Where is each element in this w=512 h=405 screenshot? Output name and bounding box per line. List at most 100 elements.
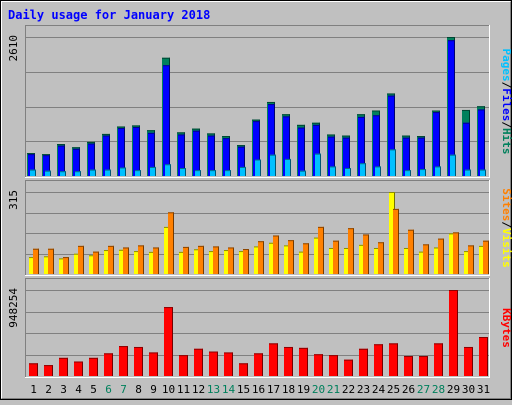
bar-kbytes-day-20 <box>314 354 323 376</box>
bar-shadow-edge <box>248 249 249 274</box>
bar-fill <box>135 170 141 176</box>
bar-kbytes-day-25 <box>389 343 398 376</box>
bar-top-edge <box>329 247 335 249</box>
bar-shadow-edge <box>484 109 485 176</box>
bar-top-edge <box>252 119 260 121</box>
bar-top-edge <box>29 257 35 259</box>
bar-top-edge <box>228 247 234 249</box>
bar-top-edge <box>357 114 365 116</box>
legend-part-kbytes: KBytes <box>500 308 512 348</box>
x-tick-label-day-18: 18 <box>282 383 295 396</box>
bar-shadow-edge <box>125 167 126 176</box>
bar-top-edge <box>133 127 140 129</box>
bar-shadow-edge <box>439 112 440 176</box>
bar-top-edge <box>390 149 396 151</box>
bar-top-edge <box>138 245 144 247</box>
bar-shadow-edge <box>274 104 275 176</box>
bar-shadow-edge <box>50 170 51 176</box>
bar-fill <box>378 242 384 274</box>
bar-pages-day-23 <box>360 163 366 176</box>
bar-sites-day-15 <box>243 249 249 274</box>
bar-kbytes-day-29 <box>449 290 458 376</box>
bar-fill <box>90 169 96 176</box>
bar-fill <box>208 135 215 176</box>
bar-pages-day-29 <box>450 154 456 176</box>
bar-top-edge <box>105 169 111 171</box>
bar-shadow-edge <box>80 171 81 176</box>
panel-legend-label: KBytes <box>500 308 512 348</box>
bar-top-edge <box>45 170 51 172</box>
bar-top-edge <box>270 154 276 156</box>
bar-top-edge <box>348 228 354 230</box>
bar-shadow-edge <box>64 145 65 176</box>
bar-kbytes-day-15 <box>239 363 248 376</box>
bar-fill <box>434 343 443 376</box>
bar-kbytes-day-7 <box>119 346 128 376</box>
bar-fill <box>333 240 339 274</box>
bar-fill <box>198 245 204 274</box>
bar-top-edge <box>193 130 200 132</box>
bar-top-edge <box>419 356 428 358</box>
bar-fill <box>465 169 471 176</box>
x-tick-label-day-10: 10 <box>162 383 175 396</box>
bar-files-day-24 <box>373 115 380 176</box>
bar-shadow-edge <box>424 137 425 176</box>
bar-fill <box>269 242 275 274</box>
bar-fill <box>375 166 381 176</box>
bar-files-day-9 <box>148 132 155 176</box>
bar-shadow-edge <box>350 168 351 176</box>
bar-top-edge <box>403 137 410 139</box>
bar-sites-day-25 <box>393 208 399 274</box>
bar-fill <box>209 351 218 376</box>
bar-top-edge <box>103 135 110 137</box>
bar-files-day-22 <box>343 137 350 176</box>
bar-top-edge <box>198 245 204 247</box>
bar-top-edge <box>135 170 141 172</box>
bar-top-edge <box>73 148 80 150</box>
bar-top-edge <box>163 65 170 67</box>
bar-fill <box>468 245 474 274</box>
bar-fill <box>165 164 171 176</box>
bar-top-edge <box>117 126 125 128</box>
bar-top-edge <box>118 128 125 130</box>
bar-shadow-edge <box>442 343 443 376</box>
legend-part-hits: Hits <box>500 128 512 155</box>
bar-files-day-30 <box>463 122 470 176</box>
bar-pages-day-4 <box>75 171 81 176</box>
x-tick-label-day-29: 29 <box>447 383 460 396</box>
panel-max-label: 2610 <box>7 35 20 62</box>
bar-sites-day-27 <box>423 244 429 274</box>
bar-top-edge <box>165 164 171 166</box>
bar-top-edge <box>194 249 200 251</box>
bar-top-edge <box>478 109 485 111</box>
bar-top-edge <box>104 250 110 252</box>
bar-fill <box>193 130 200 176</box>
bar-sites-day-4 <box>78 245 84 274</box>
bar-shadow-edge <box>230 170 231 176</box>
bar-top-edge <box>90 169 96 171</box>
bar-shadow-edge <box>95 169 96 176</box>
bar-fill <box>239 251 245 274</box>
bar-shadow-edge <box>262 353 263 376</box>
bar-fill <box>194 249 200 274</box>
bar-shadow-edge <box>322 354 323 376</box>
bar-fill <box>29 363 38 376</box>
bar-shadow-edge <box>277 343 278 376</box>
bar-shadow-edge <box>289 116 290 176</box>
bar-fill <box>438 238 444 274</box>
bar-fill <box>330 166 336 176</box>
bar-shadow-edge <box>394 95 395 176</box>
bar-files-day-15 <box>238 146 245 176</box>
bar-fill <box>44 256 50 274</box>
bar-top-edge <box>450 154 456 156</box>
bar-kbytes-day-2 <box>44 365 53 376</box>
bar-shadow-edge <box>35 169 36 176</box>
bar-kbytes-day-1 <box>29 363 38 376</box>
bar-top-edge <box>164 226 170 228</box>
bar-top-edge <box>222 136 230 138</box>
bar-fill <box>180 168 186 176</box>
bar-kbytes-day-19 <box>299 347 308 376</box>
bar-top-edge <box>179 251 185 253</box>
bar-top-edge <box>194 348 203 350</box>
